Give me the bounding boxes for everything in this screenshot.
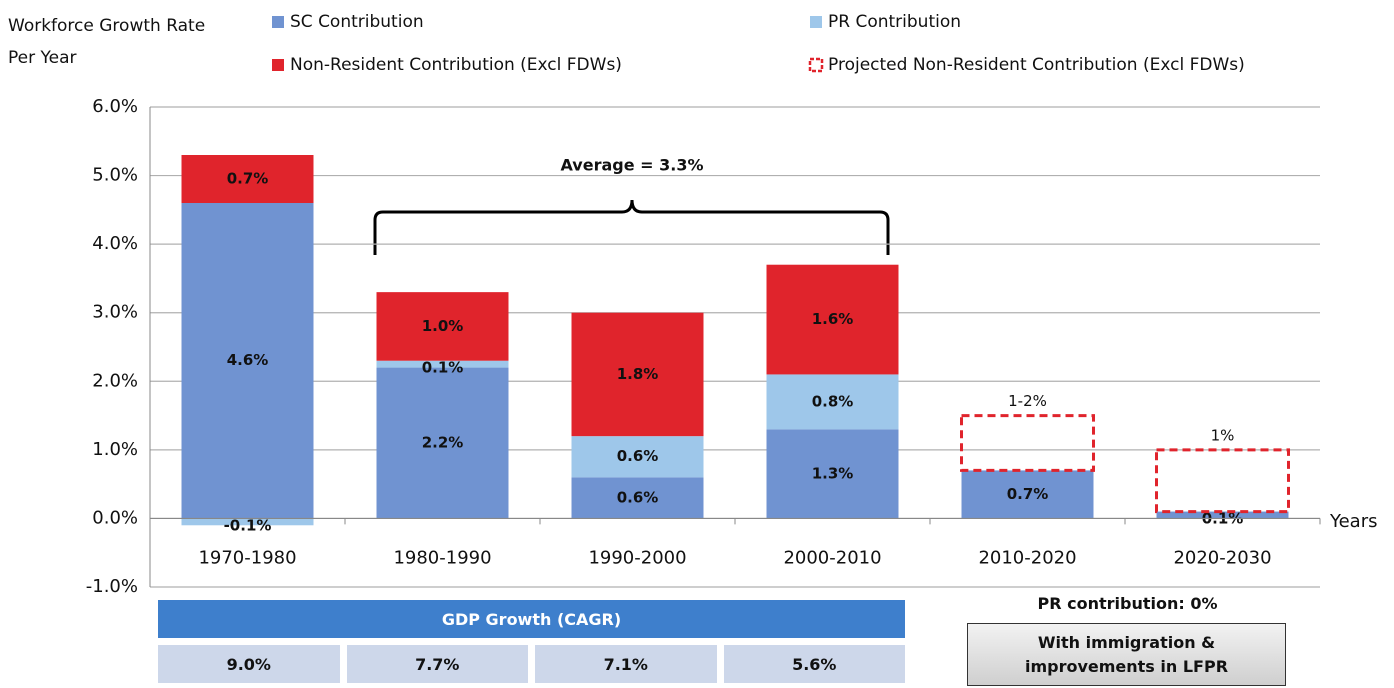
value-label: 1.0% (422, 317, 464, 335)
average-bracket (373, 199, 890, 255)
value-label: 2.2% (422, 434, 464, 452)
y-axis-title: Workforce Growth Rate Per Year (8, 16, 206, 68)
bar-segment (961, 470, 1094, 519)
value-label: 1.8% (617, 365, 659, 383)
value-label: 0.7% (227, 170, 269, 188)
value-label: 0.6% (617, 488, 659, 506)
bar-segment (376, 292, 509, 361)
value-label: 1.6% (812, 310, 854, 328)
y-tick-label: 1.0% (92, 439, 138, 460)
bar-segment (376, 367, 509, 519)
value-label: 1.3% (812, 464, 854, 482)
y-tick-label: 4.0% (92, 233, 138, 254)
gdp-cell: 7.1% (535, 645, 717, 683)
bar-segment (571, 477, 704, 519)
value-label: 0.6% (617, 447, 659, 465)
value-label: 4.6% (227, 351, 269, 369)
y-tick-label: 5.0% (92, 165, 138, 186)
bar-segment (766, 374, 899, 430)
side-note-title: PR contribution: 0% (1037, 594, 1218, 613)
projected-bar (960, 414, 1095, 472)
average-annotation: Average = 3.3% (560, 156, 703, 175)
legend-label: SC Contribution (290, 12, 424, 32)
value-label: 0.1% (422, 359, 464, 377)
x-tick-label: 2010-2020 (978, 547, 1076, 568)
projected-label: 1-2% (1008, 392, 1047, 410)
chart: Average = 3.3% Years -1.0% 0.0% 1.0% 2.0% 3.… (86, 12, 1378, 597)
bar-segment (571, 312, 704, 437)
gdp-cell: 7.7% (346, 645, 528, 683)
projected-bar (1155, 448, 1290, 514)
bar-segment (766, 429, 899, 519)
legend-swatch (808, 57, 824, 73)
value-label: 0.7% (1007, 485, 1049, 503)
y-tick-label: 3.0% (92, 302, 138, 323)
legend-swatch (810, 16, 822, 28)
y-tick-label: -1.0% (86, 576, 138, 597)
gdp-table-row: 9.0% 7.7% 7.1% 5.6% (158, 645, 905, 683)
legend-swatch (272, 59, 284, 71)
x-tick-label: 2020-2030 (1173, 547, 1271, 568)
gdp-cell: 9.0% (158, 645, 340, 683)
gdp-cell: 5.6% (723, 645, 905, 683)
x-tick-label: 1970-1980 (198, 547, 296, 568)
bar-segment (181, 203, 314, 519)
y-tick-label: 2.0% (92, 370, 138, 391)
y-tick-label: 0.0% (92, 507, 138, 528)
value-label: -0.1% (224, 516, 272, 534)
x-axis-title: Years (1329, 511, 1378, 532)
bar-segment (376, 360, 509, 368)
bar-segment (181, 518, 314, 526)
x-tick-label: 2000-2010 (783, 547, 881, 568)
bar-segment (571, 436, 704, 478)
legend-label: Projected Non-Resident Contribution (Exc… (828, 55, 1245, 75)
legend-label: PR Contribution (828, 12, 961, 32)
gdp-table-title: GDP Growth (CAGR) (158, 600, 905, 638)
projected-label: 1% (1211, 426, 1235, 444)
legend-swatch (272, 16, 284, 28)
bar-segment (181, 155, 314, 203)
value-label: 0.8% (812, 392, 854, 410)
scenario-button[interactable]: With immigration & improvements in LFPR (967, 623, 1286, 686)
legend-label: Non-Resident Contribution (Excl FDWs) (290, 55, 622, 75)
bar-segment (766, 264, 899, 375)
y-tick-label: 6.0% (92, 96, 138, 117)
x-tick-label: 1990-2000 (588, 547, 686, 568)
bar-segment (1156, 511, 1289, 519)
x-tick-label: 1980-1990 (393, 547, 491, 568)
